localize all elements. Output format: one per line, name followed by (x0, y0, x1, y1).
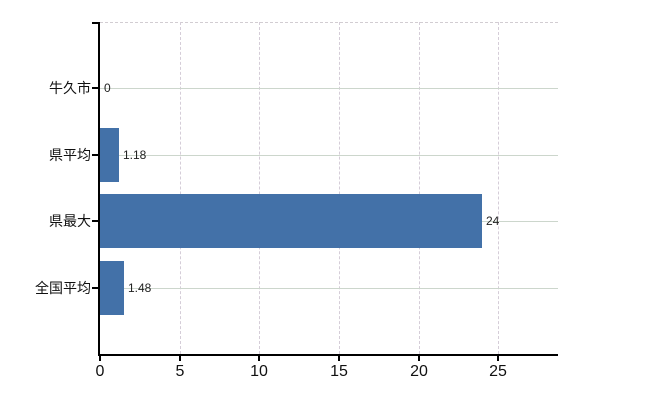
y-tick (92, 87, 100, 89)
category-label: 全国平均 (35, 280, 91, 296)
v-gridline (498, 22, 499, 354)
category-label: 県平均 (49, 147, 91, 163)
y-axis (98, 22, 100, 354)
v-gridline (419, 22, 420, 354)
v-gridline (259, 22, 260, 354)
x-tick (179, 356, 181, 361)
bar-value-label: 1.48 (128, 281, 152, 295)
x-tick-label: 0 (95, 363, 105, 380)
bar-value-label: 24 (486, 214, 500, 228)
x-tick-label: 10 (250, 363, 268, 380)
x-axis (98, 354, 558, 356)
bar (100, 261, 124, 315)
v-gridline (339, 22, 340, 354)
category-label: 県最大 (49, 213, 91, 229)
x-tick (258, 356, 260, 361)
y-tick (92, 220, 100, 222)
x-tick (338, 356, 340, 361)
x-tick-label: 20 (410, 363, 428, 380)
y-axis-end-tick (92, 22, 100, 24)
h-gridline (100, 88, 558, 89)
x-tick (99, 356, 101, 361)
h-gridline (100, 288, 558, 289)
bar (100, 194, 482, 248)
x-tick-label: 15 (330, 363, 348, 380)
bar-value-label: 0 (104, 81, 111, 95)
v-gridline (180, 22, 181, 354)
category-label: 牛久市 (49, 80, 91, 96)
y-tick (92, 287, 100, 289)
y-tick (92, 154, 100, 156)
x-tick-label: 25 (489, 363, 507, 380)
x-tick (497, 356, 499, 361)
h-gridline (100, 155, 558, 156)
x-tick-label: 5 (175, 363, 185, 380)
plot-top-border (100, 22, 558, 23)
bar-value-label: 1.18 (123, 148, 147, 162)
x-tick (418, 356, 420, 361)
bar (100, 128, 119, 182)
